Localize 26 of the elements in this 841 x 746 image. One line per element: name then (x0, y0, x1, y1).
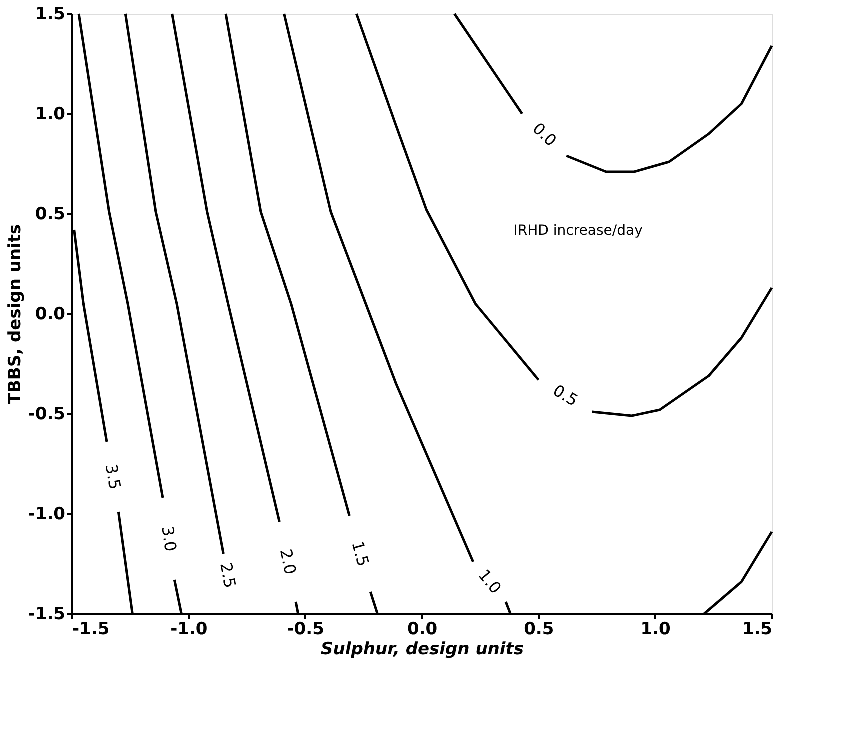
y-tick-label: 0.5 (35, 204, 66, 224)
x-tick-label: 1.5 (742, 620, 772, 640)
text: 0.5 (550, 380, 582, 410)
y-tick-label: 1.5 (35, 4, 66, 24)
x-tick-label: 1.0 (640, 620, 672, 640)
annotation: IRHD increase/day (514, 223, 643, 239)
text: 3.0 (158, 524, 181, 553)
y-tick-label: -1.0 (28, 504, 66, 524)
text: 1.5 (348, 539, 374, 569)
x-axis-title: Sulphur, design units (321, 640, 524, 660)
x-tick-label: 0.0 (407, 620, 438, 640)
line-series (124, 12, 225, 556)
text: 1.0 (474, 566, 506, 598)
text: 2.5 (216, 561, 240, 590)
y-tick-label: -0.5 (28, 404, 66, 424)
text: 0.0 (529, 118, 561, 150)
x-tick-label: 0.5 (524, 620, 554, 640)
y-tick-label: -1.5 (28, 604, 66, 624)
y-tick-label: 1.0 (35, 104, 66, 124)
x-tick-label: -1.0 (170, 620, 208, 640)
x-tick-label: -0.5 (287, 620, 324, 640)
text: 2.0 (276, 548, 300, 576)
text: 3.5 (102, 462, 125, 492)
x-tick-label: -1.5 (72, 620, 110, 640)
y-axis-title: TBBS, design units (5, 224, 26, 405)
y-tick-label: 0.0 (35, 304, 66, 324)
